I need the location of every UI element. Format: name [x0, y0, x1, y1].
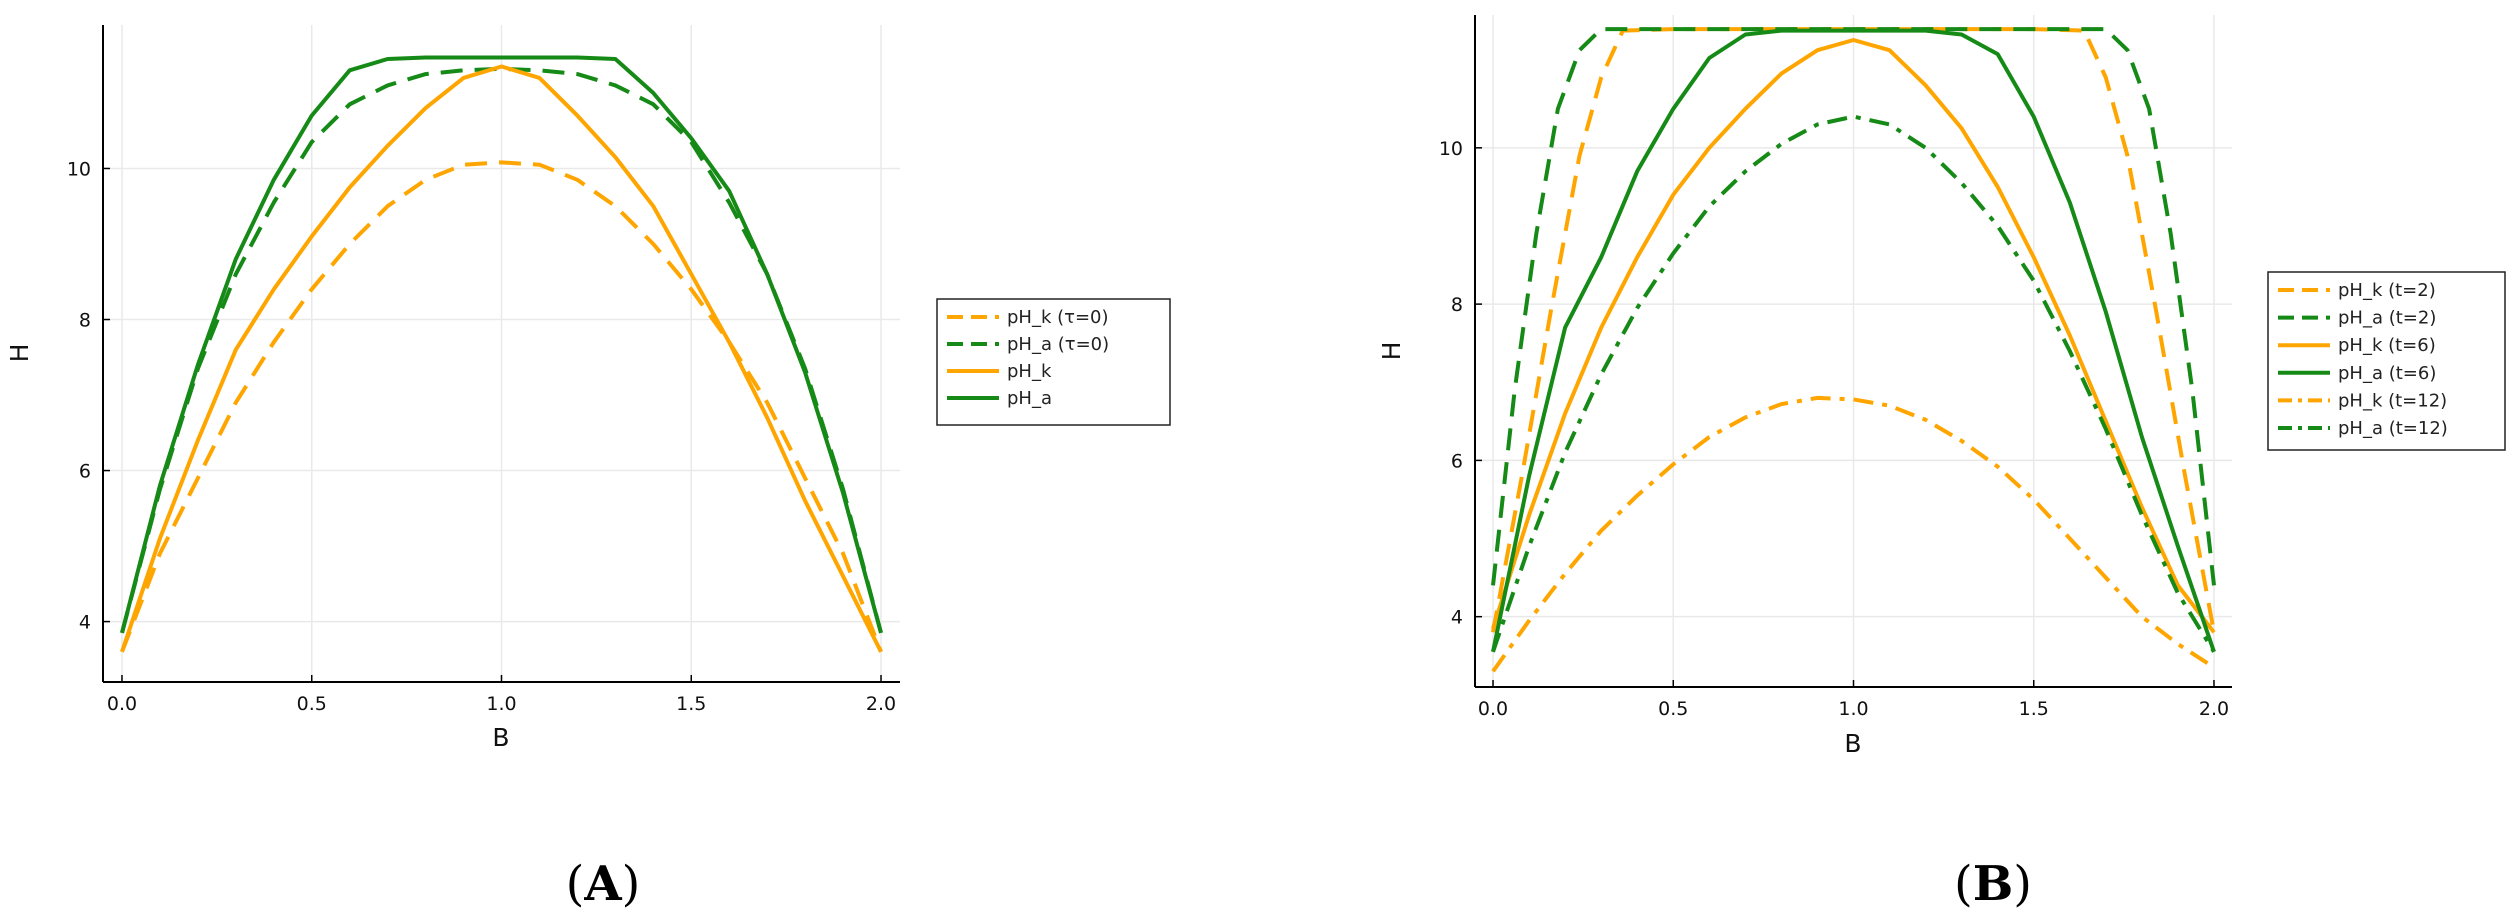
y-tick-label: 6 [1451, 450, 1463, 472]
legend-label: pH_k (t=2) [2338, 280, 2436, 301]
y-tick-label: 10 [1439, 138, 1463, 160]
legend: pH_k (t=2) pH_a (t=2) pH_k (t=6) pH_a (t=6)… [2267, 271, 2506, 451]
legend-label: pH_a (t=6) [2338, 363, 2436, 384]
series-line-2 [1491, 38, 2216, 634]
legend-label: pH_k [1007, 361, 1052, 382]
y-tick-label: 8 [1451, 294, 1463, 316]
panel-label-letter: B [1973, 856, 2014, 912]
y-axis-label: H [1377, 342, 1406, 361]
x-tick-label: 1.0 [486, 693, 516, 715]
legend-label: pH_k (t=12) [2338, 390, 2447, 411]
legend-label: pH_k (t=6) [2338, 335, 2436, 356]
panel-label-letter: A [583, 856, 622, 912]
panel-label: (B) [1954, 856, 2032, 912]
x-tick-label: 0.5 [1658, 698, 1688, 720]
x-tick-label: 2.0 [2199, 698, 2229, 720]
chart-panel-0: 0.0 0.5 1.0 1.5 2.0 4 6 8 10 B HpH_k (τ=0) pH_a (τ=… [5, 25, 1171, 912]
panel-label-open: ( [566, 856, 585, 912]
legend-box [936, 298, 1171, 426]
panel-label: (A) [566, 856, 641, 912]
series-line-3 [120, 55, 883, 634]
x-tick-label: 0.0 [107, 693, 137, 715]
x-axis-label: B [1844, 729, 1861, 758]
panel-label-close: ) [622, 856, 641, 912]
x-tick-label: 0.0 [1478, 698, 1508, 720]
x-axis-label: B [492, 723, 509, 752]
series-line-3 [1491, 28, 2216, 653]
x-tick-label: 1.5 [676, 693, 706, 715]
x-tick-label: 0.5 [297, 693, 327, 715]
legend-label: pH_a [1007, 388, 1052, 409]
y-tick-label: 8 [79, 310, 91, 332]
panel-label-open: ( [1954, 856, 1973, 912]
legend-label: pH_a (t=12) [2338, 418, 2448, 439]
y-tick-label: 4 [1451, 607, 1463, 629]
legend-label: pH_a (t=2) [2338, 308, 2436, 329]
y-tick-label: 6 [79, 461, 91, 483]
legend-label: pH_a (τ=0) [1007, 334, 1109, 355]
series-line-2 [120, 64, 883, 653]
panel-label-close: ) [2013, 856, 2032, 912]
x-tick-label: 1.0 [1838, 698, 1868, 720]
series-line-0 [120, 160, 883, 653]
x-tick-label: 1.5 [2019, 698, 2049, 720]
chart-panel-1: 0.0 0.5 1.0 1.5 2.0 4 6 8 10 B HpH_k (t=2) pH_a (t=… [1377, 15, 2506, 912]
y-tick-label: 10 [67, 158, 91, 180]
y-axis-label: H [5, 344, 34, 363]
legend-box [2267, 271, 2506, 451]
legend-label: pH_k (τ=0) [1007, 307, 1109, 328]
legend: pH_k (τ=0) pH_a (τ=0) pH_k pH_a [936, 298, 1171, 426]
x-tick-label: 2.0 [866, 693, 896, 715]
series-line-0 [1491, 27, 2216, 633]
y-tick-label: 4 [79, 612, 91, 634]
